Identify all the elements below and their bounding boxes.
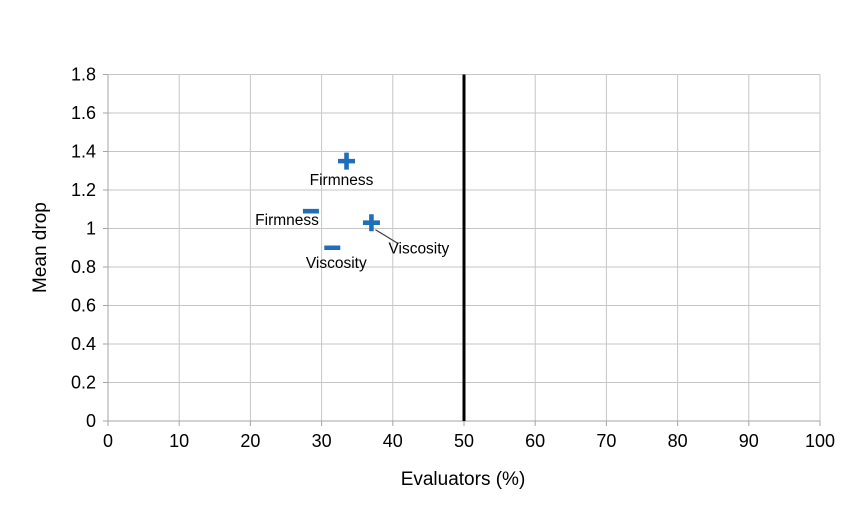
x-tick-label: 50 [454,431,474,451]
y-tick-label: 0.2 [71,373,96,393]
y-tick-label: 0.4 [71,334,96,354]
x-tick-label: 20 [240,431,260,451]
x-tick-label: 60 [525,431,545,451]
x-tick-label: 40 [383,431,403,451]
y-tick-label: 1.6 [71,103,96,123]
x-tick-label: 90 [739,431,759,451]
y-tick-label: 1.8 [71,65,96,85]
y-tick-label: 0.6 [71,296,96,316]
x-tick-label: 30 [312,431,332,451]
x-tick-label: 100 [805,431,835,451]
y-axis-title: Mean drop [30,202,51,293]
y-tick-label: 1.4 [71,142,96,162]
point-label: Firmness [310,172,374,189]
x-axis-title: Evaluators (%) [400,469,526,490]
y-tick-label: 1.2 [71,180,96,200]
label-leader-line [375,229,399,245]
point-label: Viscosity [306,255,367,272]
x-tick-label: 0 [103,431,113,451]
x-tick-label: 10 [169,431,189,451]
plus-marker [338,152,356,170]
y-tick-label: 1 [86,219,96,239]
y-tick-label: 0 [86,411,96,431]
plus-marker [362,214,380,232]
y-tick-label: 0.8 [71,257,96,277]
x-tick-label: 80 [668,431,688,451]
point-label: Viscosity [388,241,449,258]
point-label: Firmness [255,212,319,229]
x-tick-label: 70 [596,431,616,451]
